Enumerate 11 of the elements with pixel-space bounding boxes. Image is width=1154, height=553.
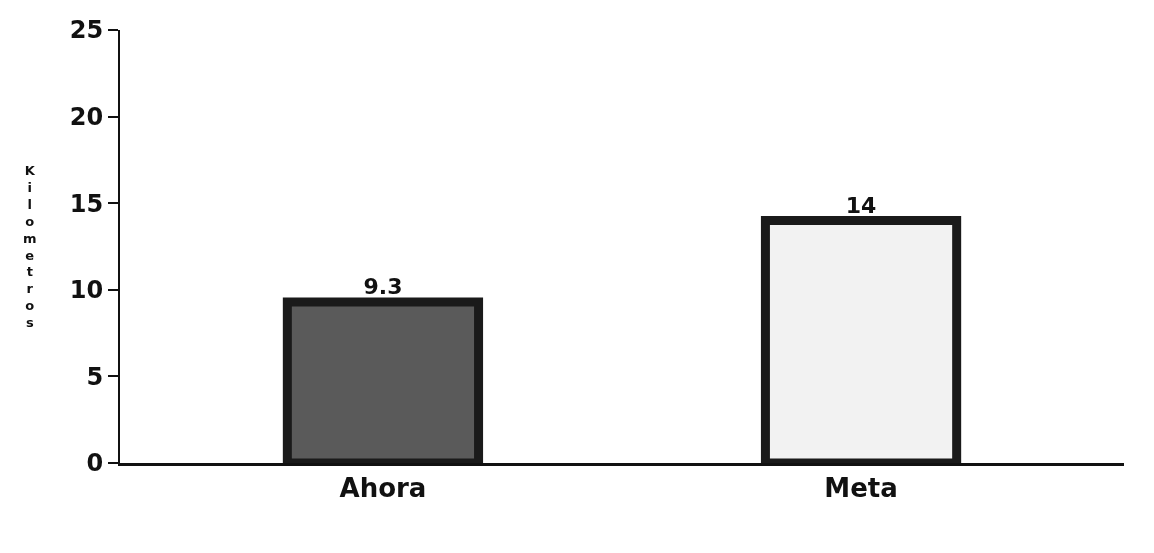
y-tick-label: 0: [86, 449, 104, 478]
y-tick-label: 20: [69, 103, 104, 131]
data-label: 14: [845, 192, 877, 218]
y-tick-label: 5: [86, 362, 104, 391]
y-tick-label: 15: [69, 189, 104, 218]
x-tick-label: Ahora: [339, 473, 427, 504]
y-tick-label: 25: [69, 16, 104, 45]
x-tick-label: Meta: [824, 473, 898, 504]
y-tick-label: 10: [69, 276, 104, 305]
data-label: 9.3: [363, 273, 403, 299]
text: Kilometros: [23, 163, 37, 331]
